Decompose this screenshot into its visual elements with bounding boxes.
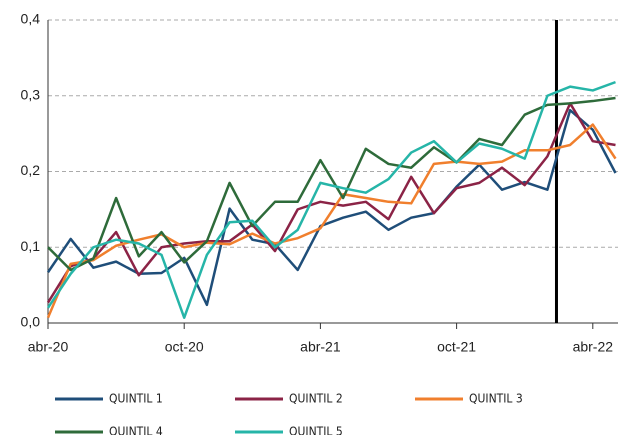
series-line xyxy=(46,123,617,319)
x-tick-label: oct-20 xyxy=(165,339,204,355)
legend-label: QUINTIL 1 xyxy=(109,392,163,406)
x-tick-label: oct-21 xyxy=(437,339,476,355)
y-tick-label: 0,4 xyxy=(21,11,41,27)
y-tick-label: 0,2 xyxy=(21,162,41,178)
y-tick-label: 0,0 xyxy=(21,314,41,330)
legend-label: QUINTIL 3 xyxy=(469,392,523,406)
x-tick-label: abr-20 xyxy=(28,339,69,355)
y-tick-label: 0,1 xyxy=(21,238,41,254)
legend-label: QUINTIL 5 xyxy=(289,425,343,436)
y-tick-label: 0,3 xyxy=(21,86,41,102)
series-line xyxy=(46,102,616,304)
legend-label: QUINTIL 2 xyxy=(289,392,343,406)
series-line xyxy=(47,96,616,272)
x-tick-label: abr-22 xyxy=(573,339,614,355)
x-tick-label: abr-21 xyxy=(300,339,341,355)
series-line xyxy=(46,80,616,319)
legend-label: QUINTIL 4 xyxy=(109,425,163,436)
